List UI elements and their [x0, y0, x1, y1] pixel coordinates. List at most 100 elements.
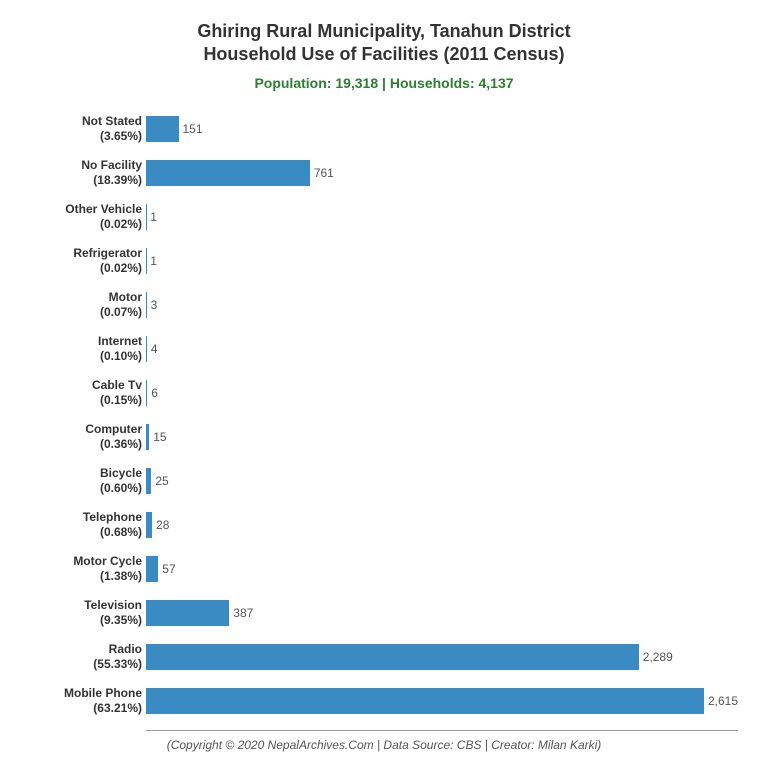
bar — [146, 116, 179, 142]
bar-zone: 4 — [146, 327, 738, 371]
category-name: Computer — [30, 422, 142, 436]
title-line-1: Ghiring Rural Municipality, Tanahun Dist… — [197, 21, 570, 41]
category-pct: (3.65%) — [30, 129, 142, 143]
bar — [146, 160, 310, 186]
category-name: Telephone — [30, 510, 142, 524]
chart-row: Radio(55.33%) 2,289 — [30, 635, 738, 679]
bar-zone: 28 — [146, 503, 738, 547]
category-label: Internet(0.10%) — [30, 334, 146, 363]
category-label: Television(9.35%) — [30, 598, 146, 627]
category-pct: (18.39%) — [30, 173, 142, 187]
bar — [146, 556, 158, 582]
bar-zone: 1 — [146, 195, 738, 239]
chart-row: Internet(0.10%) 4 — [30, 327, 738, 371]
chart-row: Telephone(0.68%) 28 — [30, 503, 738, 547]
chart-row: Motor Cycle(1.38%) 57 — [30, 547, 738, 591]
category-name: Refrigerator — [30, 246, 142, 260]
value-label: 761 — [314, 166, 334, 180]
chart-row: Television(9.35%) 387 — [30, 591, 738, 635]
category-name: Mobile Phone — [30, 686, 142, 700]
chart-row: Cable Tv(0.15%) 6 — [30, 371, 738, 415]
category-label: Telephone(0.68%) — [30, 510, 146, 539]
bar-zone: 2,615 — [146, 679, 738, 723]
category-label: Motor Cycle(1.38%) — [30, 554, 146, 583]
category-label: Other Vehicle(0.02%) — [30, 202, 146, 231]
bar — [146, 292, 147, 318]
category-pct: (1.38%) — [30, 569, 142, 583]
bar — [146, 380, 147, 406]
value-label: 4 — [151, 342, 158, 356]
chart-row: Mobile Phone(63.21%) 2,615 — [30, 679, 738, 723]
value-label: 15 — [153, 430, 166, 444]
bar — [146, 600, 229, 626]
category-label: Refrigerator(0.02%) — [30, 246, 146, 275]
bar-zone: 1 — [146, 239, 738, 283]
category-name: Motor — [30, 290, 142, 304]
category-name: Television — [30, 598, 142, 612]
category-label: Bicycle(0.60%) — [30, 466, 146, 495]
category-label: Radio(55.33%) — [30, 642, 146, 671]
chart-title: Ghiring Rural Municipality, Tanahun Dist… — [30, 20, 738, 67]
value-label: 57 — [162, 562, 175, 576]
value-label: 28 — [156, 518, 169, 532]
bar-zone: 2,289 — [146, 635, 738, 679]
category-name: Radio — [30, 642, 142, 656]
category-label: Cable Tv(0.15%) — [30, 378, 146, 407]
value-label: 6 — [151, 386, 158, 400]
value-label: 151 — [183, 122, 203, 136]
chart-footer: (Copyright © 2020 NepalArchives.Com | Da… — [0, 738, 768, 752]
value-label: 1 — [150, 254, 157, 268]
category-pct: (55.33%) — [30, 657, 142, 671]
chart-row: Bicycle(0.60%) 25 — [30, 459, 738, 503]
bar — [146, 468, 151, 494]
category-name: No Facility — [30, 158, 142, 172]
category-pct: (0.15%) — [30, 393, 142, 407]
chart-row: Not Stated(3.65%) 151 — [30, 107, 738, 151]
value-label: 387 — [233, 606, 253, 620]
value-label: 2,615 — [708, 694, 738, 708]
bar — [146, 512, 152, 538]
category-pct: (9.35%) — [30, 613, 142, 627]
category-label: Computer(0.36%) — [30, 422, 146, 451]
chart-area: Not Stated(3.65%)151No Facility(18.39%)7… — [30, 107, 738, 727]
category-label: Mobile Phone(63.21%) — [30, 686, 146, 715]
chart-container: Ghiring Rural Municipality, Tanahun Dist… — [0, 0, 768, 768]
category-name: Not Stated — [30, 114, 142, 128]
category-name: Other Vehicle — [30, 202, 142, 216]
value-label: 25 — [155, 474, 168, 488]
bar-zone: 15 — [146, 415, 738, 459]
bar — [146, 688, 704, 714]
x-axis-line — [146, 730, 738, 731]
bar-zone: 57 — [146, 547, 738, 591]
category-pct: (0.07%) — [30, 305, 142, 319]
category-label: Not Stated(3.65%) — [30, 114, 146, 143]
value-label: 2,289 — [643, 650, 673, 664]
category-pct: (0.02%) — [30, 217, 142, 231]
category-pct: (0.10%) — [30, 349, 142, 363]
bar-zone: 761 — [146, 151, 738, 195]
chart-row: No Facility(18.39%) 761 — [30, 151, 738, 195]
chart-subtitle: Population: 19,318 | Households: 4,137 — [30, 75, 738, 91]
bar-zone: 387 — [146, 591, 738, 635]
category-pct: (0.36%) — [30, 437, 142, 451]
category-name: Internet — [30, 334, 142, 348]
bar-zone: 25 — [146, 459, 738, 503]
category-label: Motor(0.07%) — [30, 290, 146, 319]
value-label: 1 — [150, 210, 157, 224]
category-pct: (0.02%) — [30, 261, 142, 275]
chart-row: Refrigerator(0.02%) 1 — [30, 239, 738, 283]
bar — [146, 424, 149, 450]
category-name: Cable Tv — [30, 378, 142, 392]
chart-row: Computer(0.36%) 15 — [30, 415, 738, 459]
bar — [146, 644, 639, 670]
chart-row: Motor(0.07%) 3 — [30, 283, 738, 327]
value-label: 3 — [151, 298, 158, 312]
category-pct: (63.21%) — [30, 701, 142, 715]
bar — [146, 336, 147, 362]
chart-row: Other Vehicle(0.02%) 1 — [30, 195, 738, 239]
bar-zone: 3 — [146, 283, 738, 327]
category-name: Bicycle — [30, 466, 142, 480]
category-pct: (0.60%) — [30, 481, 142, 495]
category-pct: (0.68%) — [30, 525, 142, 539]
title-line-2: Household Use of Facilities (2011 Census… — [203, 44, 564, 64]
